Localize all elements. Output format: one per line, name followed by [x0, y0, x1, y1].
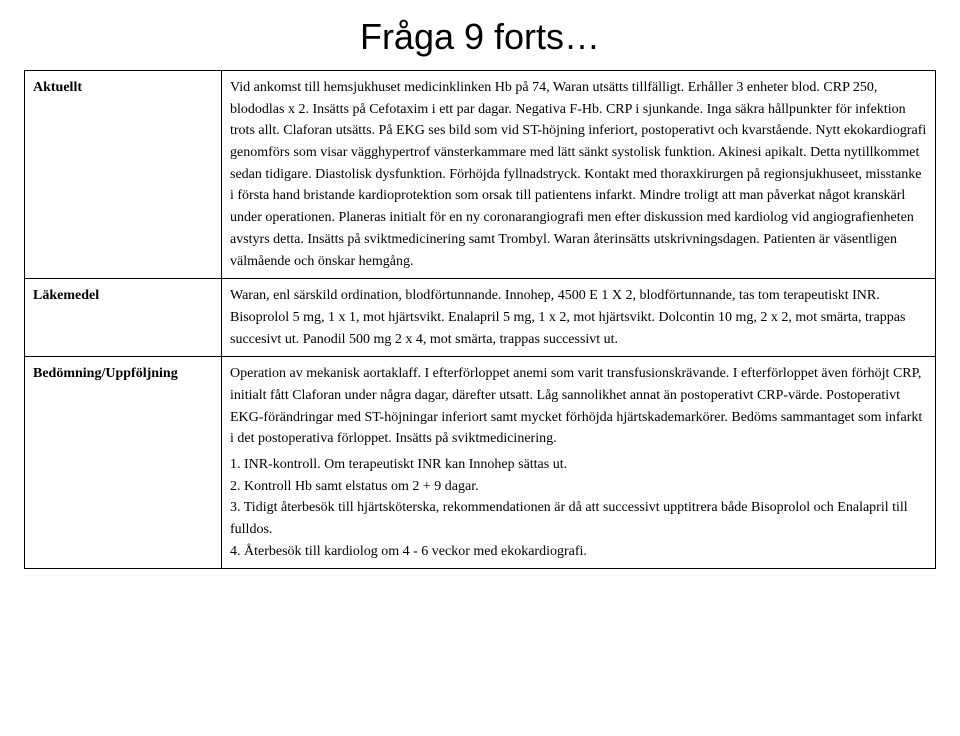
row-label-lakemedel: Läkemedel — [25, 279, 222, 357]
followup-item-3: 3. Tidigt återbesök till hjärtsköterska,… — [230, 497, 927, 540]
table-row: Aktuellt Vid ankomst till hemsjukhuset m… — [25, 71, 936, 279]
followup-list: 1. INR-kontroll. Om terapeutiskt INR kan… — [230, 454, 927, 562]
table-row: Bedömning/Uppföljning Operation av mekan… — [25, 357, 936, 569]
row-label-aktuellt: Aktuellt — [25, 71, 222, 279]
bedomning-intro: Operation av mekanisk aortaklaff. I efte… — [230, 366, 922, 446]
table-row: Läkemedel Waran, enl särskild ordination… — [25, 279, 936, 357]
row-label-bedomning: Bedömning/Uppföljning — [25, 357, 222, 569]
row-content-aktuellt: Vid ankomst till hemsjukhuset medicinkli… — [222, 71, 936, 279]
page-title: Fråga 9 forts… — [24, 16, 936, 58]
followup-item-2: 2. Kontroll Hb samt elstatus om 2 + 9 da… — [230, 476, 927, 498]
row-content-bedomning: Operation av mekanisk aortaklaff. I efte… — [222, 357, 936, 569]
followup-item-4: 4. Återbesök till kardiolog om 4 - 6 vec… — [230, 541, 927, 563]
followup-item-1: 1. INR-kontroll. Om terapeutiskt INR kan… — [230, 454, 927, 476]
content-table: Aktuellt Vid ankomst till hemsjukhuset m… — [24, 70, 936, 569]
row-content-lakemedel: Waran, enl särskild ordination, blodfört… — [222, 279, 936, 357]
